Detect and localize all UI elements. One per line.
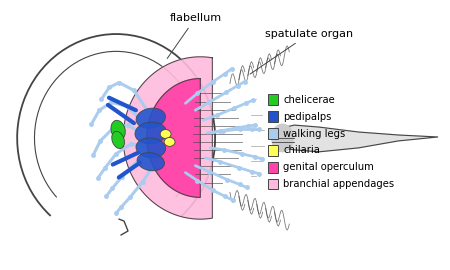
Text: spatulate organ: spatulate organ <box>250 29 353 74</box>
Ellipse shape <box>136 138 166 158</box>
Bar <box>268 94 279 105</box>
Ellipse shape <box>136 108 166 128</box>
Ellipse shape <box>271 124 293 152</box>
Bar <box>268 178 279 190</box>
Text: genital operculum: genital operculum <box>284 162 374 172</box>
Bar <box>268 162 279 173</box>
Ellipse shape <box>111 120 125 140</box>
Polygon shape <box>281 125 438 152</box>
Ellipse shape <box>160 130 171 139</box>
Text: chilaria: chilaria <box>284 145 320 155</box>
Text: branchial appendages: branchial appendages <box>284 179 395 189</box>
Bar <box>268 128 279 139</box>
Ellipse shape <box>164 137 175 146</box>
Bar <box>268 111 279 122</box>
Ellipse shape <box>112 131 125 148</box>
Text: chelicerae: chelicerae <box>284 95 335 105</box>
Bar <box>268 145 279 156</box>
Text: walking legs: walking legs <box>284 129 346 139</box>
Ellipse shape <box>137 153 165 171</box>
Text: flabellum: flabellum <box>167 13 221 59</box>
Ellipse shape <box>135 122 166 144</box>
Polygon shape <box>147 79 200 197</box>
Text: pedipalps: pedipalps <box>284 112 332 122</box>
Polygon shape <box>123 57 212 219</box>
